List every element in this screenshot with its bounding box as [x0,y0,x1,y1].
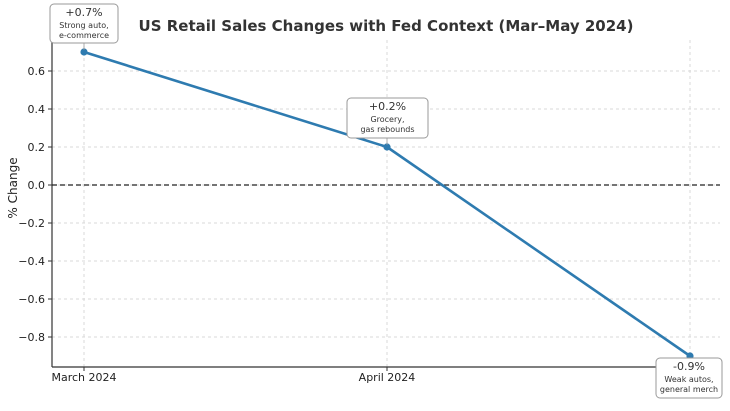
annotation-box [346,97,429,139]
y-tick-label: 0.6 [28,65,46,78]
annotation-box [49,3,119,44]
annotation-value: -0.9% [673,360,705,373]
y-axis-ticks: 0.6 0.4 0.2 0.0 −0.2 −0.4 −0.6 −0.8 [18,65,52,344]
annotation-box [655,357,723,399]
annotation-note: Strong auto, [59,21,108,30]
y-tick-label: −0.2 [18,217,45,230]
axes [51,34,720,368]
y-tick-label: 0.4 [28,103,46,116]
annotations-group: +0.7% Strong auto,e-commerce +0.2% Grocery,… [49,3,723,399]
y-tick-label: −0.4 [18,255,45,268]
x-tick-label: March 2024 [51,371,116,384]
data-point [383,143,391,151]
y-tick-label: 0.2 [28,141,46,154]
chart-title: US Retail Sales Changes with Fed Context… [139,17,634,35]
y-tick-label: −0.8 [18,331,45,344]
data-point [80,48,88,56]
annotation-note: general merch [660,385,718,394]
annotation-note: Grocery, [370,115,404,124]
y-tick-label: −0.6 [18,293,45,306]
x-tick-label: April 2024 [359,371,416,384]
x-axis-ticks: March 2024 April 2024 [51,367,415,384]
y-tick-label: 0.0 [28,179,46,192]
annotation-note: Weak autos, [664,375,713,384]
annotation-note: gas rebounds [360,125,414,134]
annotation-value: +0.7% [65,6,102,19]
grid-lines [52,40,720,367]
y-axis-label: % Change [6,157,20,218]
annotation-value: +0.2% [369,100,406,113]
annotation-note: e-commerce [59,31,109,40]
